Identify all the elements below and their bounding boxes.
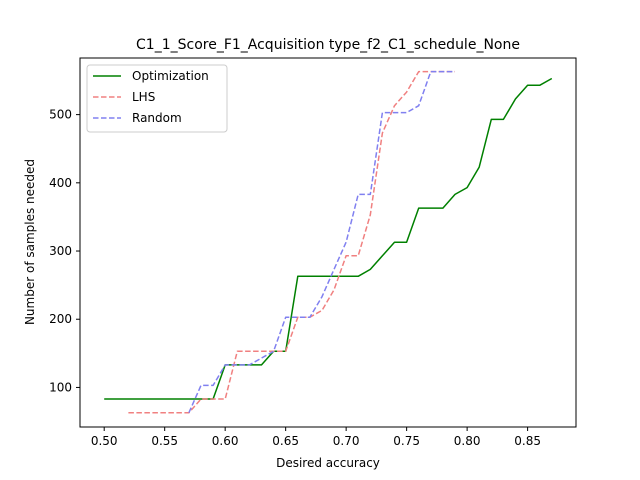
chart-title: C1_1_Score_F1_Acquisition type_f2_C1_sch… (136, 37, 520, 53)
series-line-optimization (104, 77, 553, 400)
y-tick-label: 100 (49, 380, 72, 394)
x-tick-label: 0.80 (454, 434, 481, 448)
y-axis-label: Number of samples needed (23, 159, 37, 325)
y-tick-label: 500 (49, 108, 72, 122)
x-tick-label: 0.70 (333, 434, 360, 448)
x-tick-label: 0.85 (514, 434, 541, 448)
x-tick-label: 0.60 (212, 434, 239, 448)
x-tick-label: 0.65 (272, 434, 299, 448)
legend-label-lhs: LHS (132, 90, 155, 104)
plot-area-frame (79, 57, 577, 428)
y-tick-label: 200 (49, 312, 72, 326)
y-tick-label: 400 (49, 176, 72, 190)
legend-label-random: Random (132, 111, 182, 125)
x-axis-label: Desired accuracy (276, 456, 380, 470)
x-tick-label: 0.55 (151, 434, 178, 448)
y-axis: 100 200 300 400 500 (49, 108, 80, 394)
legend: Optimization LHS Random (86, 64, 228, 133)
series-line-random (188, 70, 455, 414)
y-tick-label: 300 (49, 244, 72, 258)
legend-box (86, 64, 228, 133)
x-tick-label: 0.50 (91, 434, 118, 448)
x-tick-label: 0.75 (393, 434, 420, 448)
series-line-lhs (128, 70, 455, 414)
legend-label-optimization: Optimization (132, 69, 209, 83)
x-axis: 0.50 0.55 0.60 0.65 0.70 0.75 0.80 0.85 (91, 427, 541, 448)
series-layer (104, 70, 553, 414)
